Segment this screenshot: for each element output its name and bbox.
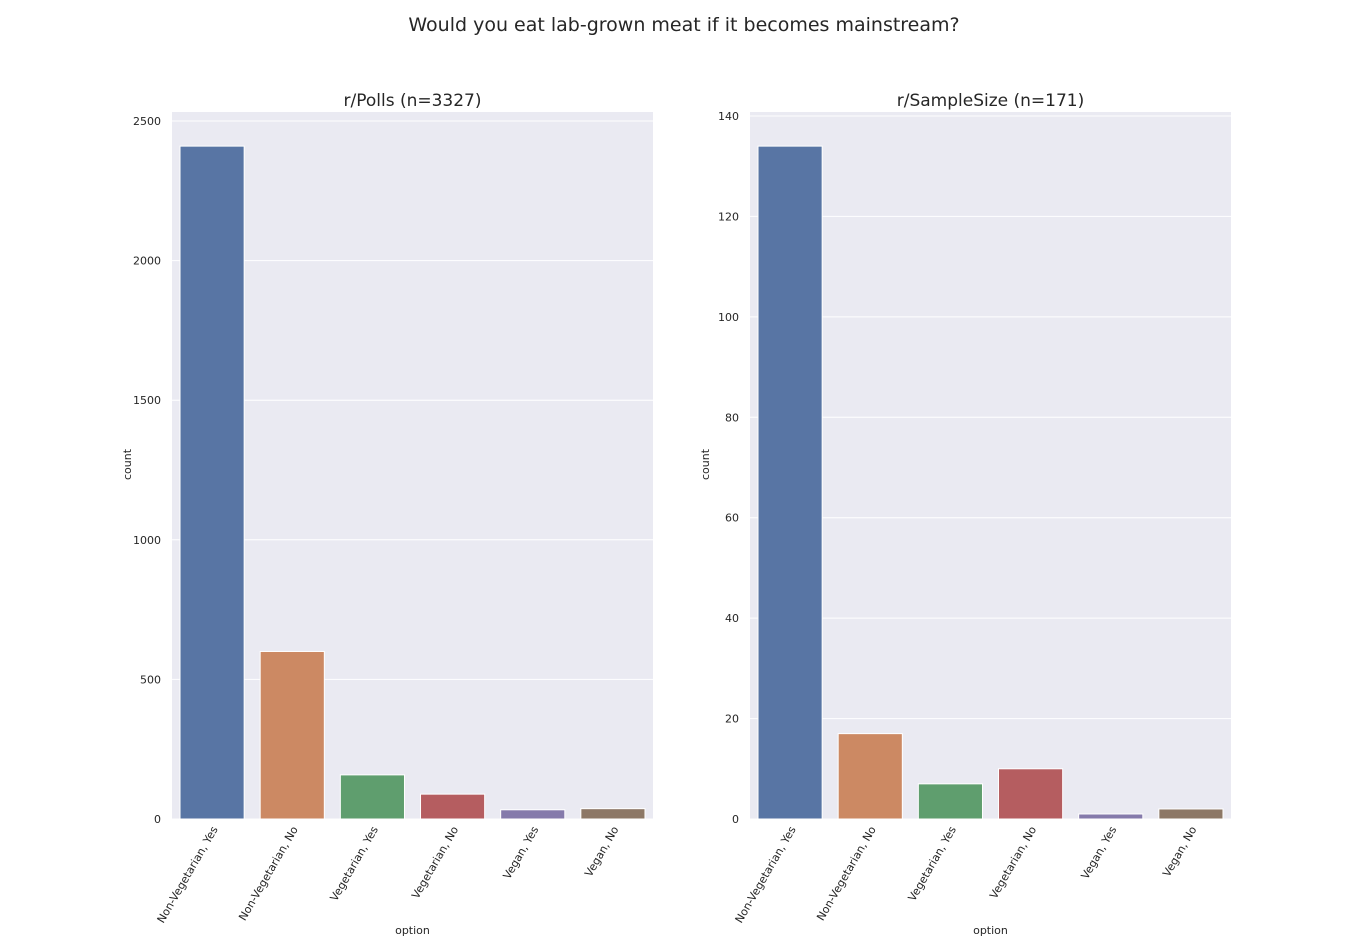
y-tick-label: 500 xyxy=(140,673,161,686)
x-tick-label: Non-Vegetarian, No xyxy=(236,824,301,923)
plot-area xyxy=(172,112,653,819)
bar-non-vegetarian-yes xyxy=(757,145,823,820)
x-tick-label: Vegan, Yes xyxy=(501,824,542,882)
x-tick-label: Non-Vegetarian, No xyxy=(814,824,879,923)
bar-vegetarian-yes xyxy=(917,783,983,820)
figure-title: Would you eat lab-grown meat if it becom… xyxy=(408,14,960,36)
y-tick-label: 40 xyxy=(725,612,739,625)
x-tick-label: Vegan, No xyxy=(582,824,621,879)
y-axis-label: count xyxy=(699,448,712,480)
x-tick-label: Non-Vegetarian, Yes xyxy=(155,824,221,926)
bar-non-vegetarian-no xyxy=(259,650,325,820)
x-tick-label: Vegetarian, Yes xyxy=(906,824,960,904)
y-tick-label: 80 xyxy=(725,411,739,424)
bar-vegetarian-no xyxy=(998,768,1064,820)
y-tick-label: 20 xyxy=(725,713,739,726)
bar-vegan-no xyxy=(580,808,646,820)
y-tick-label: 1500 xyxy=(133,394,161,407)
y-tick-label: 100 xyxy=(718,311,739,324)
bar-non-vegetarian-no xyxy=(837,733,903,820)
bar-non-vegetarian-yes xyxy=(179,145,245,820)
y-tick-label: 2000 xyxy=(133,255,161,268)
x-tick-label: Non-Vegetarian, Yes xyxy=(733,824,799,926)
chart-panel-polls: 0 500 1000 1500 2000 2500 Non-Vegetarian, Yes N… xyxy=(121,91,653,936)
y-tick-label: 60 xyxy=(725,512,739,525)
chart-panel-samplesize: 0 20 40 60 80 100 120 140 Non-Vegetarian, Yes Non… xyxy=(699,91,1231,936)
plot-area xyxy=(750,112,1231,819)
x-tick-label: Vegetarian, No xyxy=(409,824,461,901)
y-tick-label: 1000 xyxy=(133,534,161,547)
x-tick-label: Vegan, No xyxy=(1160,824,1199,879)
chart-title: r/SampleSize (n=171) xyxy=(897,91,1085,111)
x-tick-label: Vegetarian, No xyxy=(987,824,1039,901)
x-axis-label: option xyxy=(395,924,430,936)
x-axis-label: option xyxy=(973,924,1008,936)
x-tick-label: Vegetarian, Yes xyxy=(328,824,382,904)
y-tick-label: 2500 xyxy=(133,115,161,128)
bar-vegan-yes xyxy=(500,809,566,820)
y-axis-label: count xyxy=(121,448,134,480)
chart-title: r/Polls (n=3327) xyxy=(343,91,481,111)
bar-vegan-no xyxy=(1158,808,1224,820)
y-tick-label: 120 xyxy=(718,210,739,223)
y-tick-label: 0 xyxy=(732,813,739,826)
y-tick-label: 140 xyxy=(718,110,739,123)
y-tick-label: 0 xyxy=(154,813,161,826)
bar-vegetarian-yes xyxy=(339,774,405,820)
bar-vegetarian-no xyxy=(420,793,486,820)
bar-vegan-yes xyxy=(1078,813,1144,820)
x-tick-label: Vegan, Yes xyxy=(1079,824,1120,882)
